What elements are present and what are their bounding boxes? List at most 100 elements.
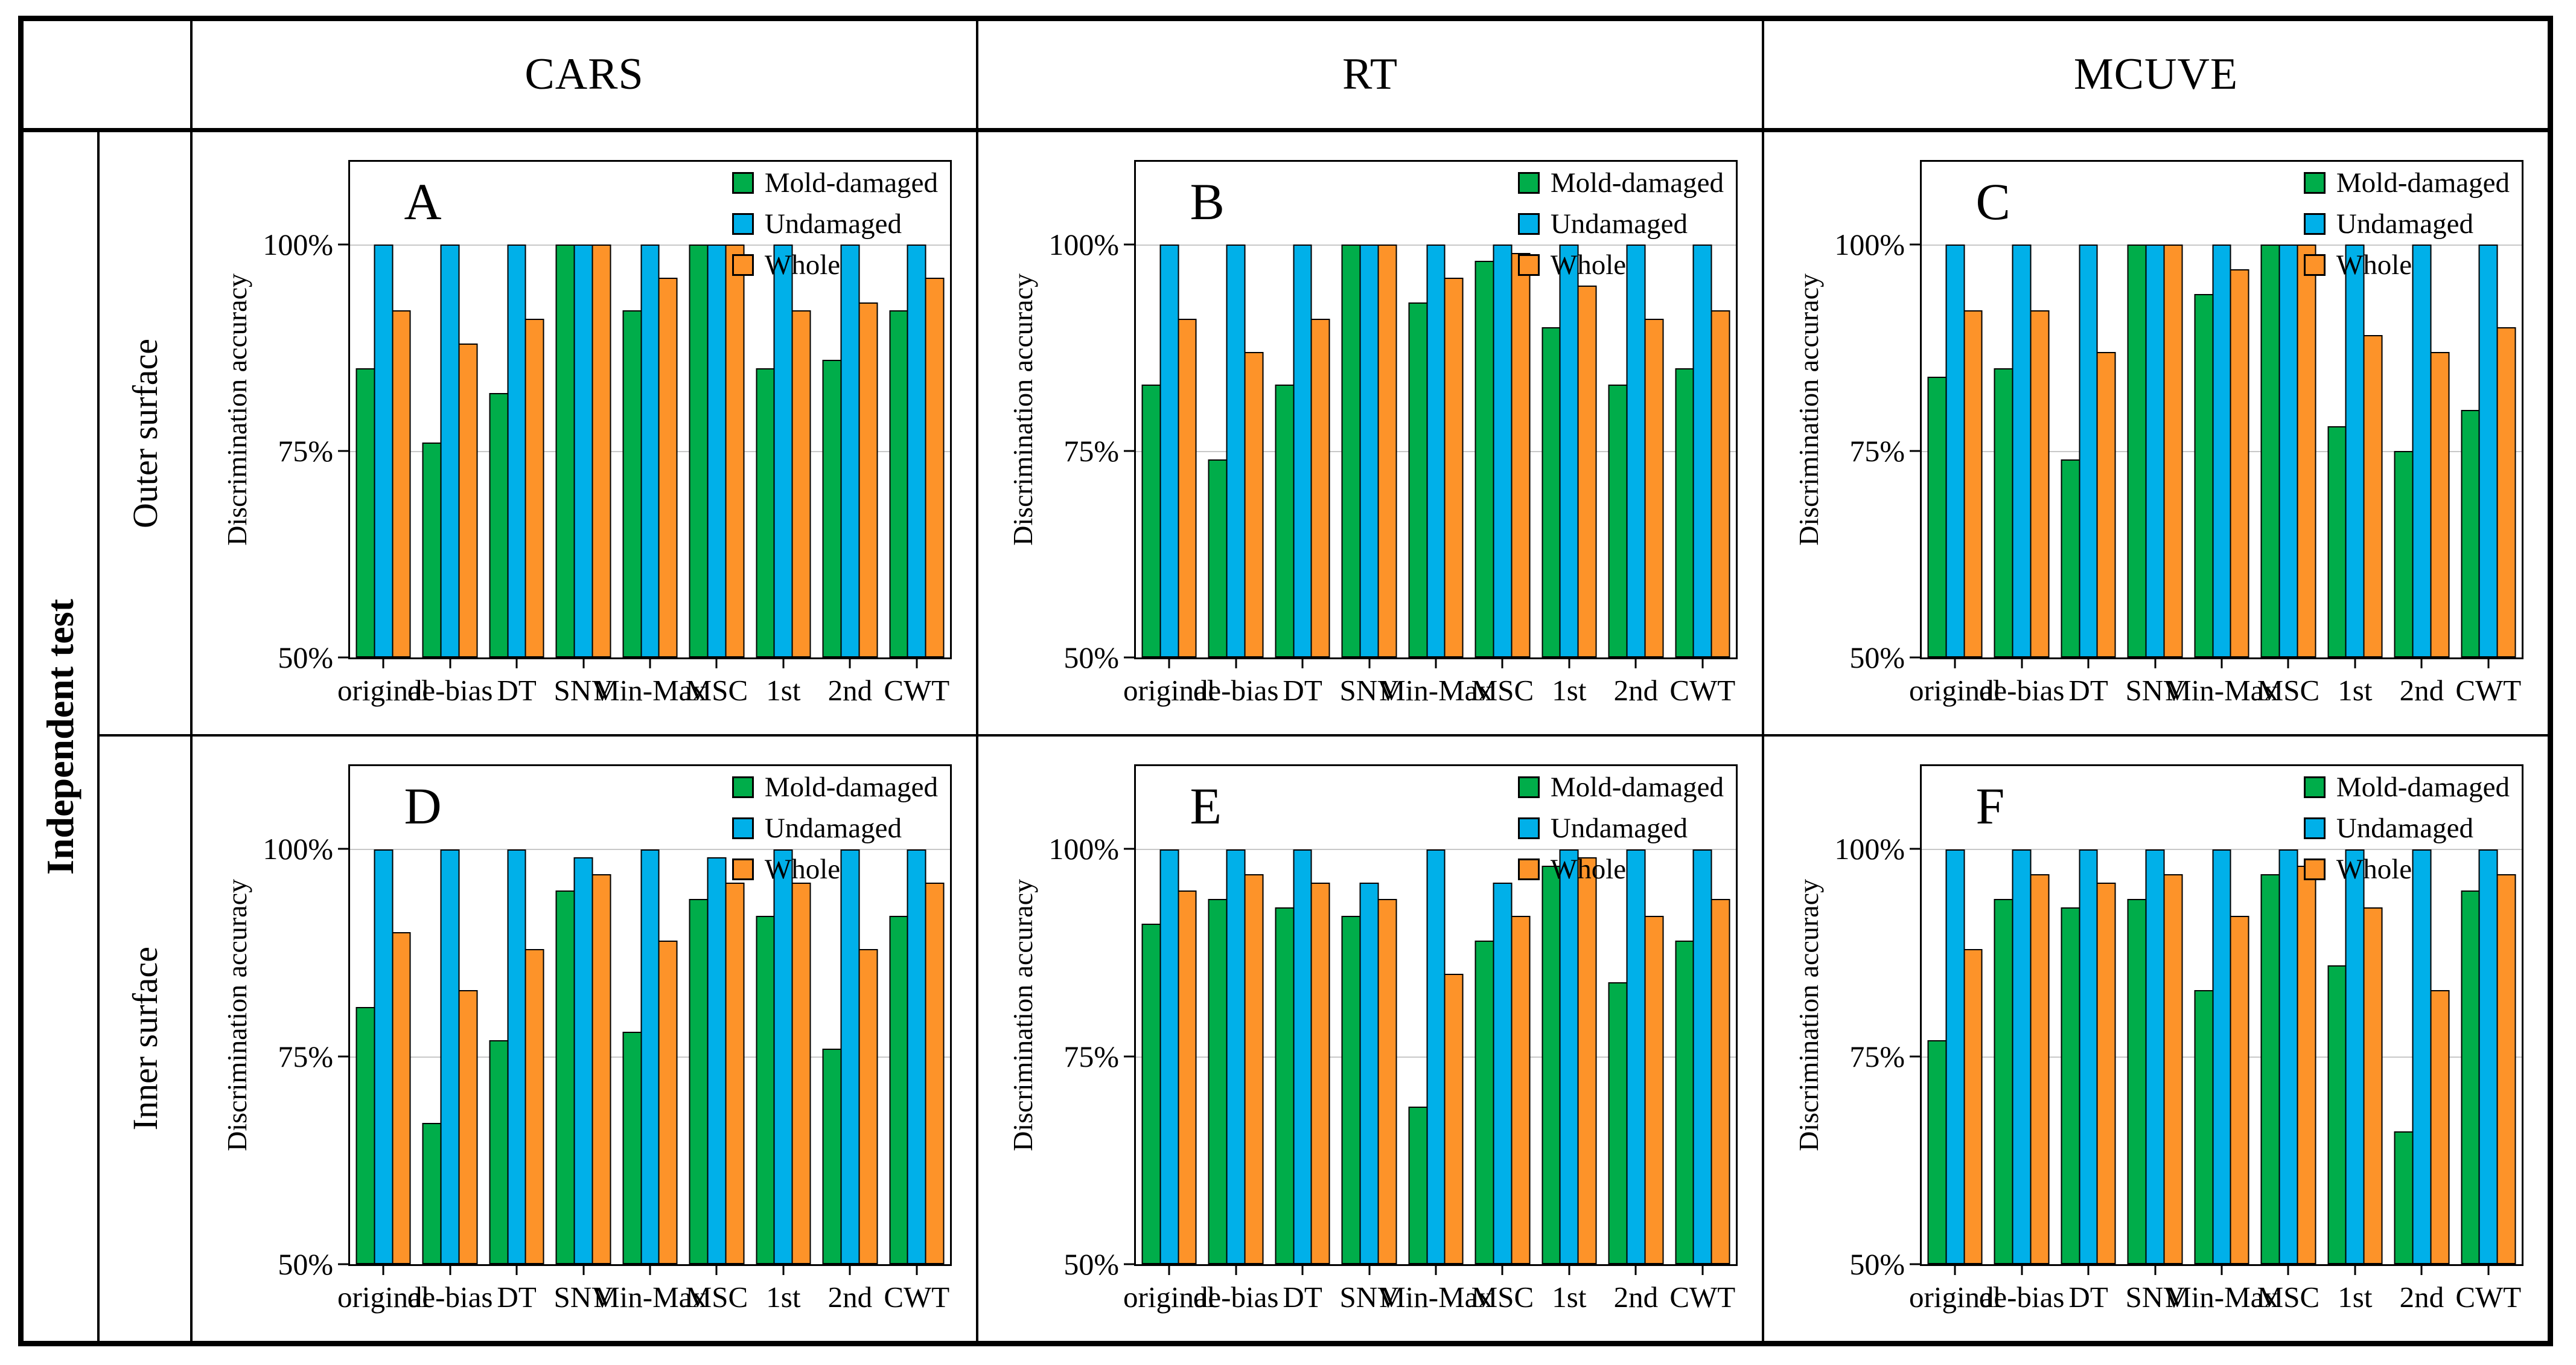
x-tick-mark — [782, 659, 785, 668]
bar-group: 2nd — [1602, 162, 1669, 707]
x-tick-mark — [2420, 1266, 2423, 1275]
legend-item: Undamaged — [1517, 208, 1724, 240]
bar-mold-damaged — [689, 899, 709, 1264]
x-tick-label: Min-Max — [1379, 674, 1493, 707]
bar-group: DT — [1269, 162, 1336, 707]
x-tick-label: original — [1123, 1280, 1216, 1314]
bar-undamaged — [1626, 244, 1646, 657]
bar-cluster — [622, 766, 679, 1264]
bar-whole — [2297, 244, 2316, 657]
bar-group: Min-Max — [2165, 766, 2278, 1314]
bar-undamaged — [1493, 244, 1513, 657]
bar-whole — [525, 948, 544, 1264]
x-tick-mark — [1701, 659, 1704, 668]
x-tick-label: CWT — [1669, 1280, 1736, 1314]
bar-undamaged — [573, 857, 593, 1264]
x-tick-label: SNV — [553, 674, 613, 707]
legend-label: Whole — [2336, 854, 2412, 885]
y-axis-label: Discrimination accuracy — [221, 273, 252, 546]
x-tick-label: 2nd — [827, 1280, 873, 1314]
y-tick-mark — [1910, 848, 1920, 850]
bar-whole — [658, 277, 678, 657]
bar-mold-damaged — [1541, 327, 1561, 657]
bar-mold-damaged — [1475, 261, 1494, 657]
x-tick-label: MSC — [685, 1280, 748, 1314]
bar-cluster — [821, 766, 879, 1264]
bar-cluster — [488, 766, 546, 1264]
chart-panel-c: Discrimination accuracy 100% 75% 50% origina… — [1764, 132, 2548, 734]
legend-label: Mold-damaged — [1550, 167, 1724, 199]
y-tick-mark — [1910, 1263, 1920, 1265]
bar-undamaged — [1293, 244, 1312, 657]
y-tick-label: 50% — [278, 1247, 333, 1281]
bar-cluster — [1674, 766, 1731, 1264]
bar-undamaged — [907, 849, 926, 1264]
bar-whole — [591, 874, 611, 1264]
column-header-cars: CARS — [190, 21, 976, 132]
y-tick-label: 100% — [1834, 832, 1905, 866]
bar-undamaged — [2145, 244, 2165, 657]
y-tick-mark — [1910, 656, 1920, 659]
x-tick-label: de-bias — [1193, 1280, 1279, 1314]
bar-whole — [2496, 327, 2516, 657]
bar-whole — [2097, 351, 2116, 657]
bar-mold-damaged — [1475, 940, 1494, 1264]
bar-cluster — [1993, 766, 2050, 1264]
legend-item: Undamaged — [2303, 812, 2510, 845]
x-tick-label: MSC — [685, 674, 748, 707]
bar-whole — [1710, 310, 1730, 657]
bar-group: 1st — [2322, 766, 2388, 1314]
bar-undamaged — [440, 244, 460, 657]
bar-whole — [1963, 948, 1983, 1264]
bar-undamaged — [1293, 849, 1312, 1264]
legend-label: Whole — [1550, 249, 1627, 281]
bar-cluster — [2393, 162, 2450, 657]
bar-whole — [1178, 318, 1197, 657]
bar-cluster — [488, 162, 546, 657]
bar-group: Min-Max — [1379, 766, 1493, 1314]
x-tick-label: Min-Max — [593, 674, 707, 707]
legend-label: Mold-damaged — [1550, 772, 1724, 803]
bar-undamaged — [840, 849, 860, 1264]
y-axis-label-wrap: Discrimination accuracy — [1004, 764, 1041, 1266]
bar-whole — [2163, 874, 2183, 1264]
bar-cluster — [1474, 766, 1531, 1264]
bar-undamaged — [2212, 849, 2231, 1264]
bar-whole — [858, 302, 878, 657]
bar-whole — [791, 310, 811, 657]
bar-whole — [1577, 286, 1597, 657]
bar-mold-damaged — [1275, 907, 1295, 1264]
legend-item: Whole — [2303, 249, 2510, 281]
x-tick-mark — [449, 1266, 451, 1275]
x-tick-mark — [1368, 1266, 1371, 1275]
bar-cluster — [2126, 162, 2184, 657]
bar-mold-damaged — [2327, 965, 2347, 1264]
row-header-inner-surface: Inner surface — [100, 737, 190, 1341]
bar-mold-damaged — [622, 310, 642, 657]
y-tick-label: 75% — [1063, 433, 1119, 468]
x-tick-label: SNV — [553, 1280, 613, 1314]
x-tick-mark — [2087, 1266, 2090, 1275]
legend-label: Mold-damaged — [764, 167, 938, 199]
bar-whole — [1444, 973, 1464, 1264]
row-group-label-cell: Independent test — [24, 132, 100, 1341]
legend-label: Whole — [764, 249, 841, 281]
legend-swatch — [1517, 817, 1540, 839]
x-tick-label: CWT — [2455, 674, 2522, 707]
bar-group: de-bias — [407, 162, 493, 707]
legend-swatch — [2303, 817, 2326, 839]
bar-cluster — [355, 162, 412, 657]
x-tick-mark — [449, 659, 451, 668]
x-tick-mark — [1435, 659, 1437, 668]
bar-cluster — [1341, 766, 1398, 1264]
x-tick-mark — [1235, 1266, 1237, 1275]
bar-group: de-bias — [1193, 162, 1278, 707]
panel-letter: C — [1975, 173, 2010, 231]
x-tick-label: Min-Max — [1379, 1280, 1493, 1314]
bar-mold-damaged — [422, 1123, 442, 1264]
bar-undamaged — [640, 849, 660, 1264]
legend-item: Mold-damaged — [2303, 771, 2510, 804]
panel-letter: B — [1190, 173, 1225, 231]
legend: Mold-damaged Undamaged Whole — [1517, 771, 1724, 886]
x-tick-label: 1st — [2338, 674, 2373, 707]
